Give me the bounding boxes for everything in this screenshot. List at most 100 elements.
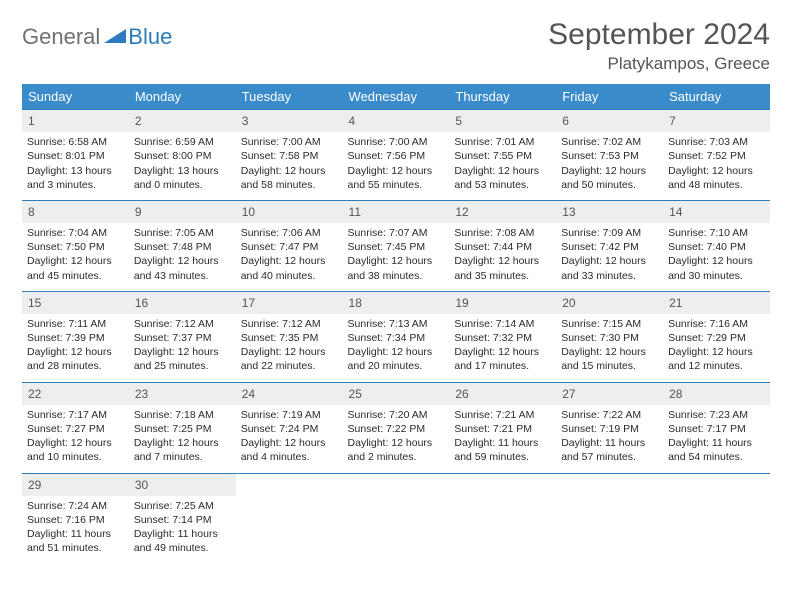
day-line: and 53 minutes. (454, 178, 551, 192)
day-line: Sunset: 7:30 PM (561, 331, 658, 345)
day-line: Sunset: 7:55 PM (454, 149, 551, 163)
day-line: Sunset: 7:27 PM (27, 422, 124, 436)
day-line: and 54 minutes. (668, 450, 765, 464)
day-line: Sunrise: 7:00 AM (241, 135, 338, 149)
calendar-day-cell: 20Sunrise: 7:15 AMSunset: 7:30 PMDayligh… (556, 291, 663, 382)
calendar-day-cell: 28Sunrise: 7:23 AMSunset: 7:17 PMDayligh… (663, 382, 770, 473)
day-line: Sunset: 7:53 PM (561, 149, 658, 163)
day-line: Sunset: 7:17 PM (668, 422, 765, 436)
day-line: Sunrise: 7:16 AM (668, 317, 765, 331)
day-line: Sunrise: 7:24 AM (27, 499, 124, 513)
calendar-day-cell: 7Sunrise: 7:03 AMSunset: 7:52 PMDaylight… (663, 110, 770, 201)
logo: General Blue (22, 18, 172, 50)
day-number: 19 (449, 292, 556, 314)
day-details: Sunrise: 7:17 AMSunset: 7:27 PMDaylight:… (22, 405, 129, 473)
calendar-week-row: 22Sunrise: 7:17 AMSunset: 7:27 PMDayligh… (22, 382, 770, 473)
day-line: Sunset: 7:37 PM (134, 331, 231, 345)
day-number: 23 (129, 383, 236, 405)
day-number: 6 (556, 110, 663, 132)
weekday-header: Wednesday (343, 84, 450, 110)
day-details: Sunrise: 7:08 AMSunset: 7:44 PMDaylight:… (449, 223, 556, 291)
day-line: Sunset: 7:52 PM (668, 149, 765, 163)
day-line: Daylight: 13 hours (27, 164, 124, 178)
day-line: and 20 minutes. (348, 359, 445, 373)
weekday-header: Friday (556, 84, 663, 110)
day-number: 24 (236, 383, 343, 405)
day-details: Sunrise: 7:25 AMSunset: 7:14 PMDaylight:… (129, 496, 236, 564)
day-details: Sunrise: 7:01 AMSunset: 7:55 PMDaylight:… (449, 132, 556, 200)
day-line: Daylight: 12 hours (241, 436, 338, 450)
calendar-day-cell: 15Sunrise: 7:11 AMSunset: 7:39 PMDayligh… (22, 291, 129, 382)
day-line: Sunset: 7:25 PM (134, 422, 231, 436)
day-line: Daylight: 12 hours (348, 436, 445, 450)
day-details: Sunrise: 7:09 AMSunset: 7:42 PMDaylight:… (556, 223, 663, 291)
day-line: Daylight: 12 hours (348, 164, 445, 178)
day-line: Daylight: 12 hours (27, 345, 124, 359)
day-line: Daylight: 11 hours (454, 436, 551, 450)
day-line: Sunrise: 7:19 AM (241, 408, 338, 422)
logo-text-general: General (22, 24, 100, 50)
logo-text-blue: Blue (128, 24, 172, 50)
calendar-day-cell: 1Sunrise: 6:58 AMSunset: 8:01 PMDaylight… (22, 110, 129, 201)
day-details: Sunrise: 7:24 AMSunset: 7:16 PMDaylight:… (22, 496, 129, 564)
calendar-day-cell: 3Sunrise: 7:00 AMSunset: 7:58 PMDaylight… (236, 110, 343, 201)
weekday-header: Monday (129, 84, 236, 110)
day-line: and 7 minutes. (134, 450, 231, 464)
day-details: Sunrise: 7:14 AMSunset: 7:32 PMDaylight:… (449, 314, 556, 382)
weekday-header-row: Sunday Monday Tuesday Wednesday Thursday… (22, 84, 770, 110)
day-line: Sunrise: 7:10 AM (668, 226, 765, 240)
day-details: Sunrise: 7:11 AMSunset: 7:39 PMDaylight:… (22, 314, 129, 382)
location: Platykampos, Greece (548, 54, 770, 74)
day-line: Sunrise: 7:00 AM (348, 135, 445, 149)
day-line: Daylight: 12 hours (668, 345, 765, 359)
day-line: Daylight: 11 hours (668, 436, 765, 450)
day-line: Sunrise: 7:12 AM (241, 317, 338, 331)
day-line: Sunrise: 7:03 AM (668, 135, 765, 149)
day-line: Daylight: 12 hours (134, 436, 231, 450)
day-line: and 58 minutes. (241, 178, 338, 192)
calendar-day-cell: 5Sunrise: 7:01 AMSunset: 7:55 PMDaylight… (449, 110, 556, 201)
calendar-day-cell: 4 Sunrise: 7:00 AMSunset: 7:56 PMDaylight… (343, 110, 450, 201)
day-details: Sunrise: 7:02 AMSunset: 7:53 PMDaylight:… (556, 132, 663, 200)
day-line: Daylight: 12 hours (454, 254, 551, 268)
day-line: Daylight: 12 hours (454, 164, 551, 178)
day-details: Sunrise: 7:15 AMSunset: 7:30 PMDaylight:… (556, 314, 663, 382)
day-line: Sunset: 7:56 PM (348, 149, 445, 163)
day-line: Sunrise: 7:01 AM (454, 135, 551, 149)
day-number: 5 (449, 110, 556, 132)
weekday-header: Saturday (663, 84, 770, 110)
calendar-day-cell: 16Sunrise: 7:12 AMSunset: 7:37 PMDayligh… (129, 291, 236, 382)
day-line: Daylight: 12 hours (27, 436, 124, 450)
day-details: Sunrise: 7:20 AMSunset: 7:22 PMDaylight:… (343, 405, 450, 473)
day-details: Sunrise: 7:04 AMSunset: 7:50 PMDaylight:… (22, 223, 129, 291)
day-line: Daylight: 12 hours (134, 345, 231, 359)
day-number: 15 (22, 292, 129, 314)
day-line: Sunrise: 7:06 AM (241, 226, 338, 240)
calendar-week-row: 1Sunrise: 6:58 AMSunset: 8:01 PMDaylight… (22, 110, 770, 201)
day-line: and 55 minutes. (348, 178, 445, 192)
calendar-day-cell: 11Sunrise: 7:07 AMSunset: 7:45 PMDayligh… (343, 200, 450, 291)
day-line: Sunrise: 7:14 AM (454, 317, 551, 331)
day-line: Sunset: 7:50 PM (27, 240, 124, 254)
day-line: Sunset: 7:34 PM (348, 331, 445, 345)
day-number: 10 (236, 201, 343, 223)
day-line: Daylight: 12 hours (348, 254, 445, 268)
day-line: Daylight: 11 hours (561, 436, 658, 450)
calendar-day-cell: 27Sunrise: 7:22 AMSunset: 7:19 PMDayligh… (556, 382, 663, 473)
day-line: Sunset: 8:01 PM (27, 149, 124, 163)
day-line: Sunset: 7:48 PM (134, 240, 231, 254)
day-line: and 45 minutes. (27, 269, 124, 283)
day-number: 18 (343, 292, 450, 314)
day-line: Daylight: 12 hours (134, 254, 231, 268)
day-line: Sunset: 7:40 PM (668, 240, 765, 254)
day-line: and 22 minutes. (241, 359, 338, 373)
day-number: 22 (22, 383, 129, 405)
calendar-day-cell: 24Sunrise: 7:19 AMSunset: 7:24 PMDayligh… (236, 382, 343, 473)
day-line: Sunset: 7:58 PM (241, 149, 338, 163)
day-number: 4 (343, 110, 450, 132)
calendar-day-cell: 2Sunrise: 6:59 AMSunset: 8:00 PMDaylight… (129, 110, 236, 201)
day-number: 21 (663, 292, 770, 314)
day-details: Sunrise: 7:13 AMSunset: 7:34 PMDaylight:… (343, 314, 450, 382)
day-number: 8 (22, 201, 129, 223)
day-line: Sunset: 7:32 PM (454, 331, 551, 345)
